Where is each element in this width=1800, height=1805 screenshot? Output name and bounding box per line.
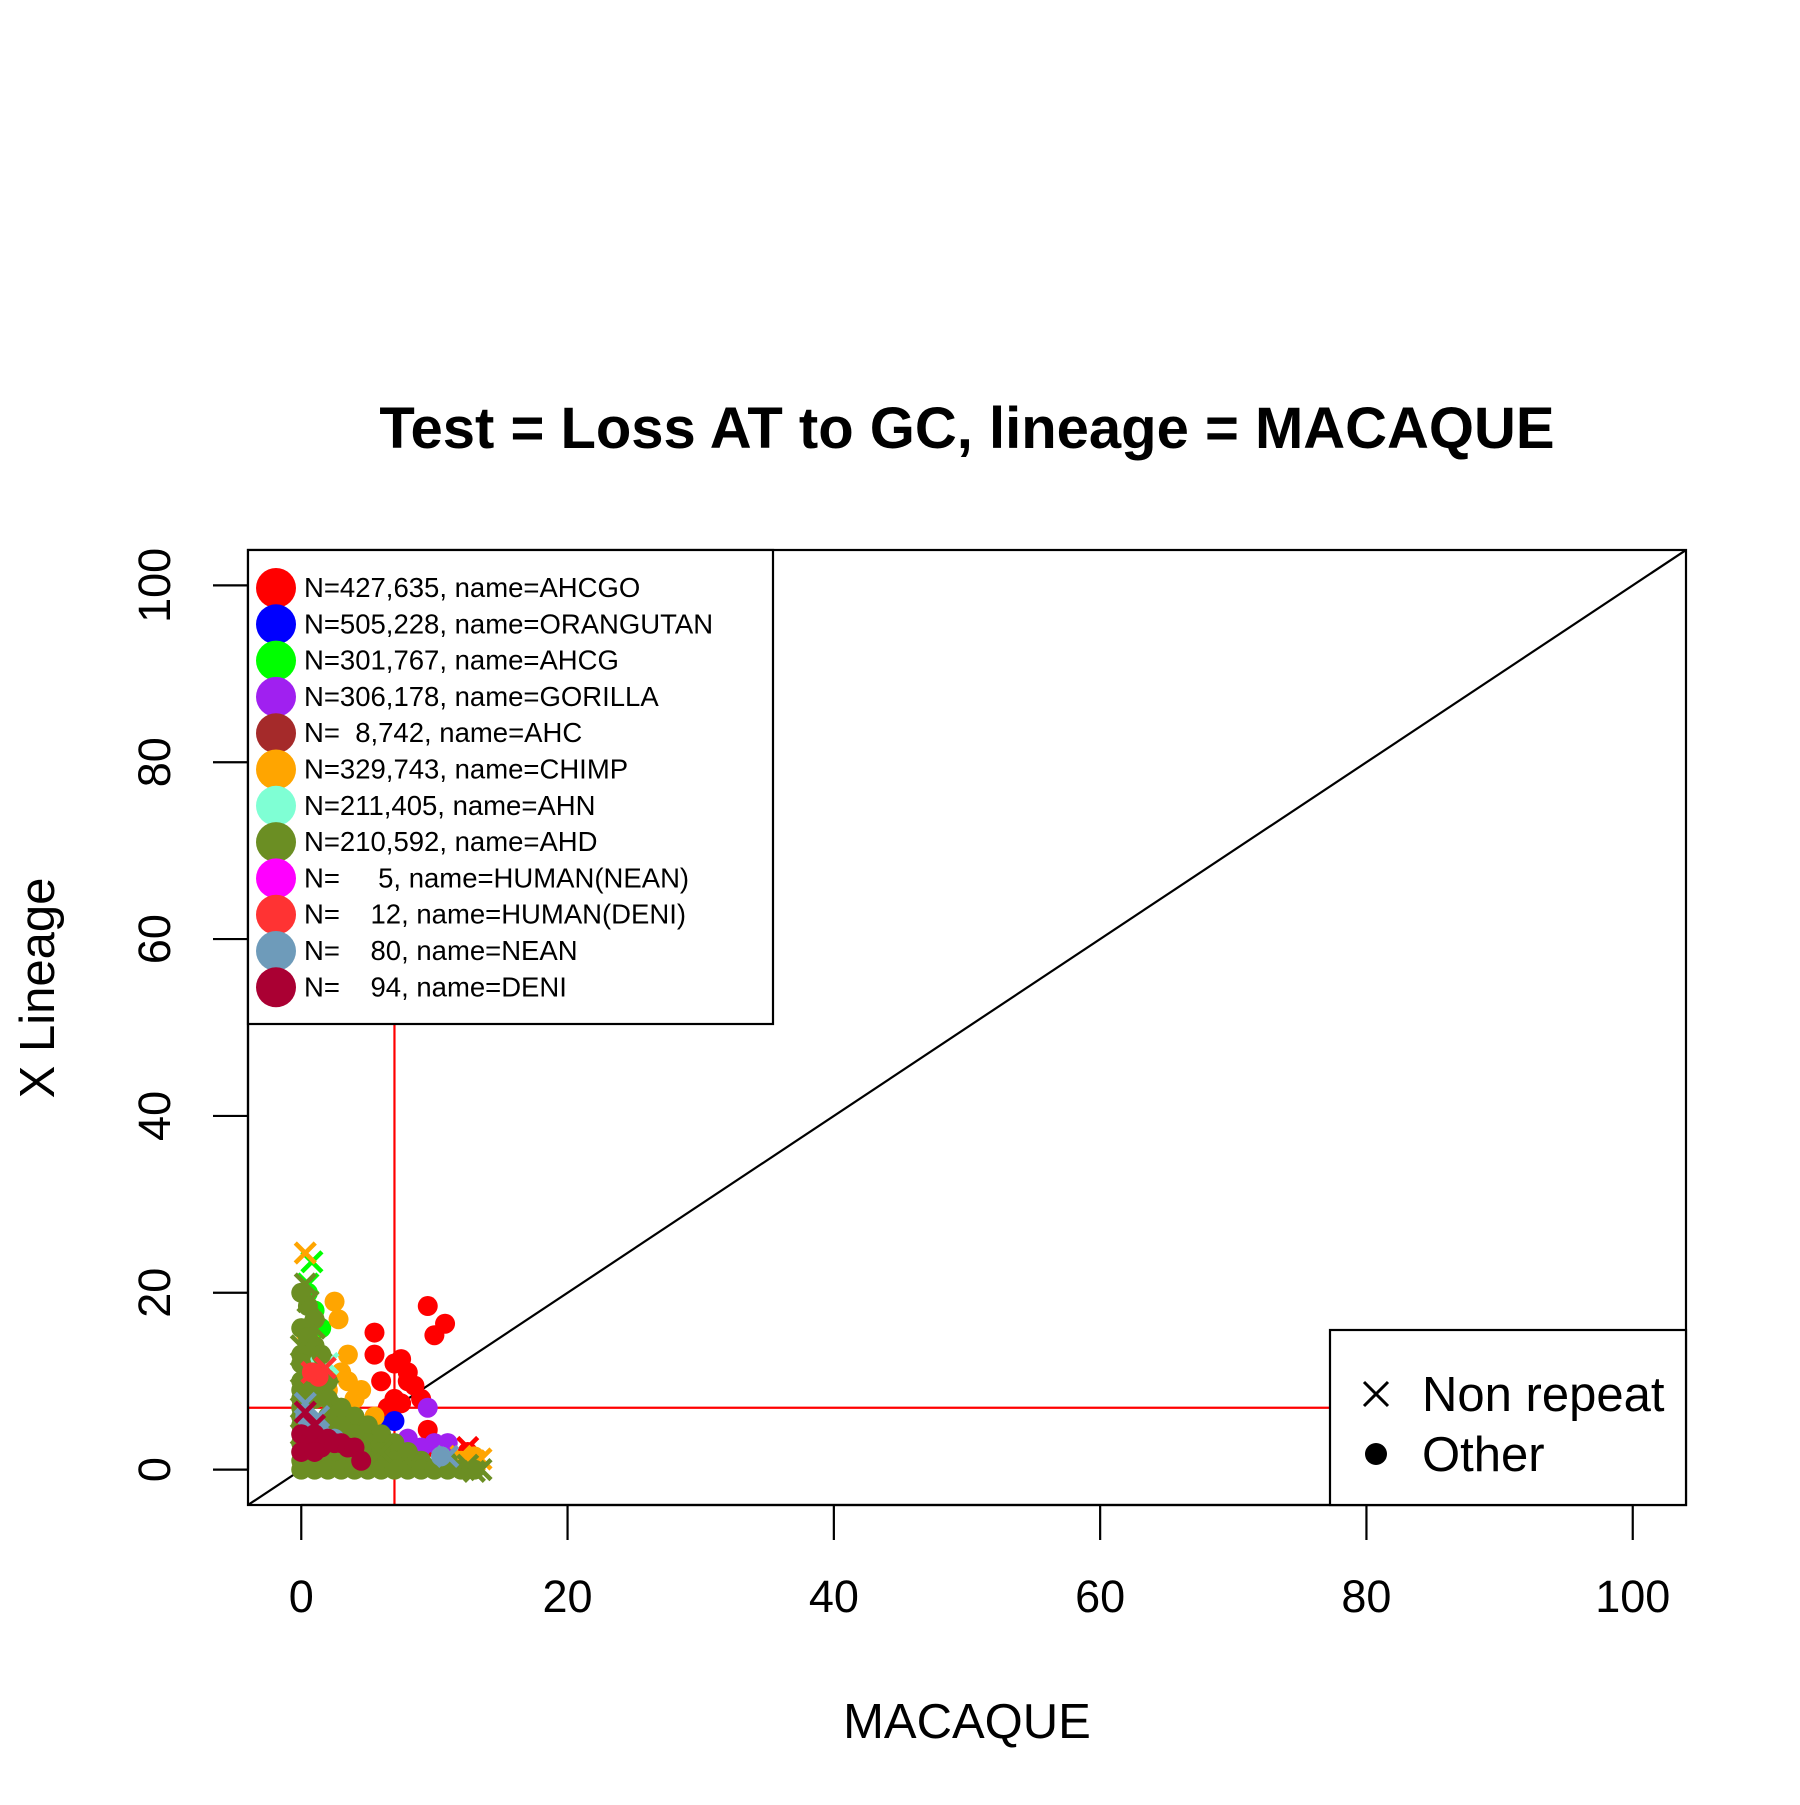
- legend-swatch: [256, 894, 296, 935]
- legend-label: N= 12, name=HUMAN(DENI): [304, 899, 686, 930]
- legend-label: N=211,405, name=AHN: [304, 790, 595, 821]
- data-point: [337, 1344, 358, 1365]
- legend-label: N=427,635, name=AHCGO: [304, 572, 640, 603]
- data-point-cross: [369, 1440, 393, 1464]
- chart-title: Test = Loss AT to GC, lineage = MACAQUE: [379, 396, 1554, 461]
- data-point-cross: [293, 1241, 317, 1265]
- data-point-cross: [302, 1316, 327, 1340]
- data-point-cross: [313, 1356, 337, 1380]
- legend-label: N= 5, name=HUMAN(NEAN): [304, 862, 689, 893]
- series-legend: N=427,635, name=AHCGO N=505,228, name=ORA…: [246, 548, 775, 1026]
- data-point-cross: [329, 1404, 353, 1429]
- y-tick-label: 80: [129, 737, 180, 787]
- data-point: [364, 1344, 385, 1365]
- legend-swatch: [256, 822, 296, 863]
- shape-legend-box: [1328, 1328, 1688, 1507]
- legend-swatch: [256, 749, 296, 790]
- data-point-cross: [293, 1400, 317, 1424]
- y-tick-label: 40: [129, 1091, 180, 1141]
- legend-swatch: [256, 931, 296, 971]
- shape-legend-label: Non repeat: [1422, 1368, 1665, 1422]
- cross-symbol-icon: [1362, 1380, 1390, 1408]
- data-point-cross: [296, 1290, 320, 1314]
- y-axis-label: X Lineage: [11, 878, 65, 1099]
- data-point: [328, 1309, 349, 1330]
- data-point: [364, 1322, 385, 1343]
- data-point: [351, 1450, 372, 1471]
- data-point: [431, 1446, 452, 1467]
- y-tick-label: 60: [129, 914, 180, 964]
- legend-swatch: [256, 785, 296, 826]
- data-point: [397, 1371, 418, 1392]
- x-tick-label: 40: [809, 1571, 859, 1622]
- legend-box: [246, 548, 775, 1026]
- legend-label: N=306,178, name=GORILLA: [304, 681, 659, 712]
- data-point-cross: [462, 1459, 486, 1483]
- data-point-cross: [302, 1413, 327, 1438]
- legend-swatch: [256, 858, 296, 899]
- data-point: [351, 1380, 372, 1401]
- legend-swatch: [256, 568, 296, 608]
- x-tick-label: 60: [1075, 1571, 1125, 1622]
- data-point-cross: [396, 1449, 420, 1473]
- legend-swatch: [256, 676, 296, 717]
- legend-swatch: [256, 713, 296, 754]
- data-point-cross: [289, 1334, 313, 1358]
- data-point-cross: [469, 1458, 493, 1482]
- x-tick-label: 0: [289, 1571, 314, 1622]
- data-point: [324, 1291, 345, 1312]
- shape-legend-label: Other: [1422, 1428, 1545, 1482]
- legend-swatch: [256, 604, 296, 645]
- shape-legend: Non repeat Other: [1328, 1328, 1688, 1507]
- legend-label: N= 80, name=NEAN: [304, 935, 578, 966]
- legend-label: N= 8,742, name=AHC: [304, 717, 582, 748]
- data-point-cross: [300, 1360, 324, 1384]
- x-tick-label: 80: [1341, 1571, 1391, 1622]
- data-point-cross: [293, 1272, 317, 1296]
- data-point: [417, 1397, 438, 1418]
- y-tick-label: 20: [129, 1268, 180, 1318]
- y-tick-label: 0: [129, 1457, 180, 1482]
- legend-label: N=301,767, name=AHCG: [304, 645, 619, 676]
- x-tick-label: 100: [1595, 1571, 1670, 1622]
- axes: 0 20 40 60 80 100 0 20 40 60 80 100: [129, 548, 1688, 1622]
- legend-label: N=505,228, name=ORANGUTAN: [304, 608, 713, 639]
- data-point-cross: [436, 1444, 460, 1468]
- y-tick-label: 100: [129, 548, 180, 623]
- data-point: [371, 1371, 392, 1392]
- data-point: [304, 1441, 325, 1462]
- legend-swatch: [256, 640, 296, 681]
- data-point: [417, 1296, 438, 1317]
- x-tick-label: 20: [543, 1571, 593, 1622]
- legend-label: N=210,592, name=AHD: [304, 826, 598, 857]
- legend-label: N= 94, name=DENI: [304, 971, 567, 1002]
- legend-swatch: [256, 967, 296, 1008]
- data-point: [435, 1313, 456, 1334]
- dot-symbol-icon: [1365, 1443, 1387, 1465]
- x-axis-label: MACAQUE: [843, 1695, 1091, 1749]
- legend-label: N=329,743, name=CHIMP: [304, 754, 628, 785]
- data-points: [289, 1241, 493, 1483]
- reference-line-diagonal: [248, 550, 1686, 1505]
